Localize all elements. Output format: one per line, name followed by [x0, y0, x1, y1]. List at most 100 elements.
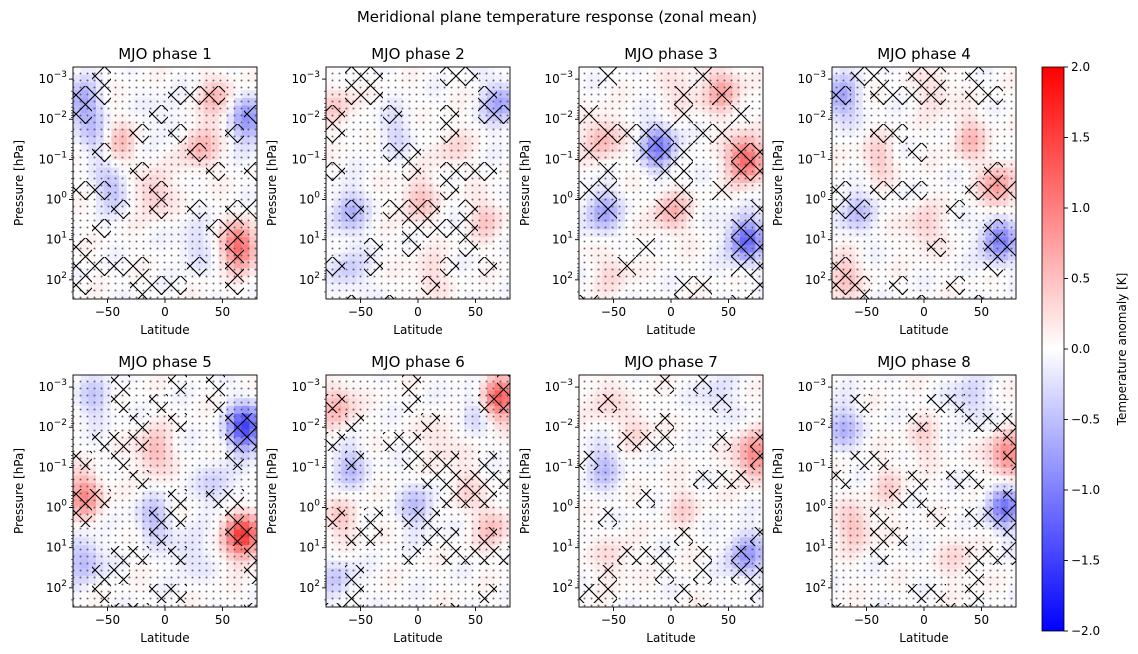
hatch-cell: [364, 86, 383, 105]
plot-area: [579, 375, 763, 607]
y-tick-label: 10−2: [291, 110, 320, 126]
hatch-cell: [364, 238, 383, 257]
hatch-cell: [149, 508, 168, 527]
hatch-cell: [326, 508, 345, 527]
hatch-cell: [92, 219, 111, 238]
hatch-cell: [92, 432, 111, 451]
x-tick-label: 0: [920, 305, 928, 319]
hatch-cell: [244, 546, 257, 565]
hatch-cell: [364, 527, 383, 546]
hatch-cell: [92, 181, 111, 200]
hatch-cell: [946, 200, 965, 219]
hatch-cell: [149, 276, 168, 295]
hatch-cell: [130, 257, 149, 276]
hatch-cell: [712, 181, 731, 200]
hatch-cell: [440, 527, 459, 546]
hatch-cell: [889, 86, 908, 105]
hatch-cell: [326, 105, 345, 124]
hatch-cell: [440, 470, 459, 489]
hatch-cell: [674, 200, 693, 219]
hatch-cell: [225, 508, 244, 527]
y-tick-label: 10−3: [797, 70, 826, 86]
hatch-cell: [168, 86, 187, 105]
hatch-cell: [1003, 238, 1016, 257]
x-tick-label: −50: [348, 613, 373, 627]
y-tick-label: 10−3: [544, 70, 573, 86]
hatch-cell: [889, 124, 908, 143]
heatmap-panel: MJO phase 2−50 0 50Latitude10−310−210−1100…: [265, 45, 511, 337]
hatch-cell: [459, 200, 478, 219]
hatch-cell: [225, 276, 244, 295]
hatch-cell: [225, 124, 244, 143]
hatch-cell: [908, 181, 927, 200]
hatch-cell: [73, 276, 92, 295]
hatch-cell: [497, 394, 510, 413]
hatch-cell: [731, 257, 750, 276]
hatch-cell: [364, 508, 383, 527]
hatch-cell: [832, 181, 851, 200]
y-tick-label: 101: [46, 539, 67, 555]
hatch-cell: [579, 105, 598, 124]
x-tick-label: 50: [468, 613, 483, 627]
y-tick-label: 10−2: [291, 418, 320, 434]
heatmap-panels: MJO phase 1−50 0 50Latitude10−310−210−1100…: [12, 45, 1017, 645]
hatch-cell: [149, 584, 168, 603]
hatch-cell: [326, 603, 345, 607]
hatch-cell: [889, 276, 908, 295]
y-axis-label: Pressure [hPa]: [518, 140, 532, 226]
hatch-cell: [421, 451, 440, 470]
heatmap-panel: MJO phase 7−50 0 50Latitude10−310−210−1100…: [518, 353, 764, 645]
hatch-cell: [111, 432, 130, 451]
hatch-cell: [111, 546, 130, 565]
figure-title: Meridional plane temperature response (z…: [357, 8, 757, 26]
hatch-cell: [459, 67, 478, 86]
x-tick-label: 0: [414, 305, 422, 319]
heatmap-panel: MJO phase 5−50 0 50Latitude10−310−210−1100…: [12, 353, 258, 645]
hatch-cell: [168, 546, 187, 565]
hatch-cell: [130, 432, 149, 451]
plot-area: [326, 375, 510, 607]
x-tick-label: −50: [348, 305, 373, 319]
x-tick-label: 50: [215, 613, 230, 627]
hatch-cell: [459, 489, 478, 508]
hatch-cell: [402, 162, 421, 181]
hatch-cell: [870, 86, 889, 105]
hatch-cell: [440, 67, 459, 86]
hatch-cell: [598, 67, 617, 86]
hatch-cell: [326, 257, 345, 276]
hatch-cell: [187, 143, 206, 162]
hatch-cell: [731, 219, 750, 238]
y-tick-label: 102: [299, 271, 320, 287]
hatch-cell: [927, 67, 946, 86]
hatch-cell: [655, 143, 674, 162]
hatch-cell: [927, 86, 946, 105]
hatch-cell: [92, 67, 111, 86]
y-tick-label: 10−3: [38, 70, 67, 86]
hatch-cell: [693, 276, 712, 295]
hatch-cell: [655, 200, 674, 219]
hatch-cell: [345, 295, 364, 299]
hatch-cell: [225, 432, 244, 451]
hatch-cell: [965, 181, 984, 200]
hatch-cell: [832, 257, 851, 276]
hatch-cell: [617, 124, 636, 143]
x-tick-label: −50: [95, 305, 120, 319]
hatch-cell: [478, 162, 497, 181]
hatch-cell: [497, 375, 510, 394]
hatch-cell: [402, 375, 421, 394]
heatmap-panel: MJO phase 1−50 0 50Latitude10−310−210−1100…: [12, 45, 258, 337]
hatch-cell: [130, 603, 149, 607]
hatch-cell: [984, 162, 1003, 181]
hatch-cell: [908, 143, 927, 162]
hatch-cell: [402, 143, 421, 162]
x-tick-label: 0: [161, 305, 169, 319]
hatch-cell: [478, 489, 497, 508]
hatch-cell: [731, 105, 750, 124]
x-axis-label: Latitude: [393, 323, 442, 337]
y-tick-label: 100: [46, 499, 67, 515]
hatch-cell: [402, 432, 421, 451]
hatch-cell: [674, 162, 693, 181]
hatch-cell: [440, 603, 459, 607]
hatch-cell: [402, 546, 421, 565]
